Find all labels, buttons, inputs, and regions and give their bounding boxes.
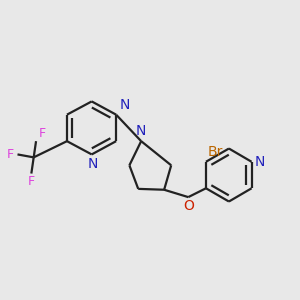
Text: O: O xyxy=(183,199,194,213)
Text: Br: Br xyxy=(207,145,223,159)
Text: N: N xyxy=(255,155,266,169)
Text: N: N xyxy=(136,124,146,138)
Text: F: F xyxy=(38,127,46,140)
Text: F: F xyxy=(28,175,35,188)
Text: F: F xyxy=(7,148,14,161)
Text: N: N xyxy=(120,98,130,112)
Text: N: N xyxy=(88,157,98,171)
